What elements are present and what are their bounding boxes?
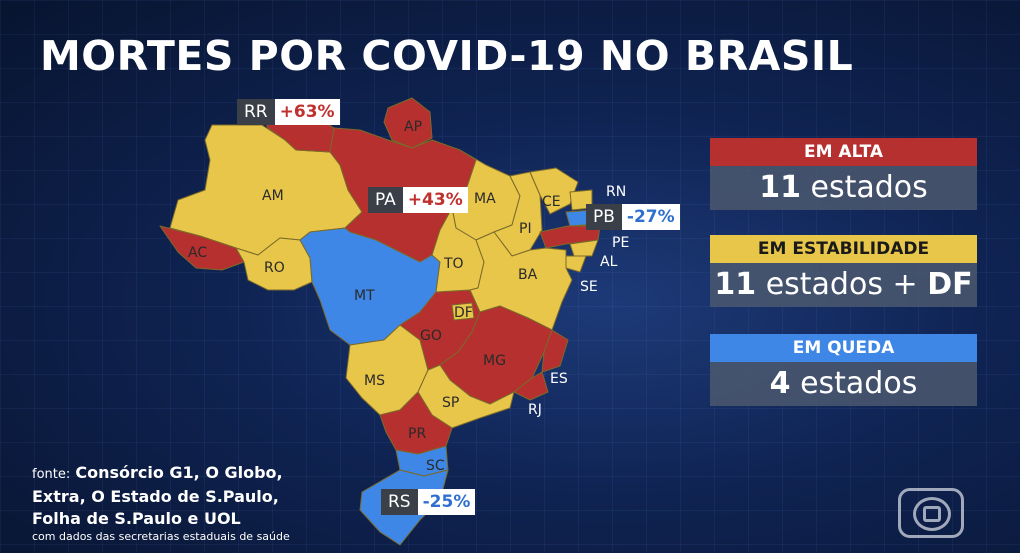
label-to: TO bbox=[443, 256, 464, 272]
legend-alta: EM ALTA 11 estados bbox=[710, 138, 977, 210]
callout-pa: PA +43% bbox=[368, 187, 468, 213]
label-am: AM bbox=[262, 188, 284, 204]
state-se bbox=[565, 255, 587, 273]
label-mt: MT bbox=[354, 288, 375, 304]
callout-pa-code: PA bbox=[368, 187, 403, 213]
legend-queda-body: 4 estados bbox=[710, 362, 977, 406]
label-rn: RN bbox=[606, 184, 626, 200]
state-ap bbox=[383, 97, 433, 149]
label-ce: CE bbox=[542, 194, 561, 210]
state-pr bbox=[379, 391, 453, 455]
label-se: SE bbox=[580, 279, 598, 295]
legend-estab-label: EM ESTABILIDADE bbox=[710, 235, 977, 263]
legend-queda-count: 4 bbox=[769, 366, 791, 401]
page-title: MORTES POR COVID-19 NO BRASIL bbox=[40, 32, 854, 80]
label-al: AL bbox=[600, 254, 618, 270]
legend-alta-count: 11 bbox=[759, 170, 801, 205]
legend-estab-unit: estados + bbox=[765, 267, 918, 302]
source-line2: Extra, O Estado de S.Paulo, bbox=[32, 487, 279, 506]
label-pi: PI bbox=[519, 221, 532, 237]
legend-estabilidade: EM ESTABILIDADE 11 estados + DF bbox=[710, 235, 977, 307]
label-ro: RO bbox=[264, 260, 285, 276]
label-es: ES bbox=[550, 371, 568, 387]
legend-alta-unit: estados bbox=[810, 170, 928, 205]
callout-rr-pct: +63% bbox=[274, 99, 340, 125]
label-sc: SC bbox=[426, 458, 445, 474]
label-ma: MA bbox=[474, 191, 496, 207]
callout-rr: RR +63% bbox=[237, 99, 340, 125]
state-ce bbox=[529, 167, 579, 215]
label-ms: MS bbox=[364, 373, 385, 389]
broadcaster-logo-icon bbox=[898, 488, 964, 538]
state-al bbox=[569, 239, 599, 257]
state-df bbox=[451, 302, 475, 321]
state-rj bbox=[513, 371, 549, 401]
label-mg: MG bbox=[483, 353, 506, 369]
state-ac bbox=[159, 225, 245, 271]
legend-alta-body: 11 estados bbox=[710, 166, 977, 210]
legend-queda: EM QUEDA 4 estados bbox=[710, 334, 977, 406]
legend-alta-label: EM ALTA bbox=[710, 138, 977, 166]
callout-rs-code: RS bbox=[381, 489, 418, 515]
source-credit: fonte: Consórcio G1, O Globo, Extra, O E… bbox=[32, 462, 290, 544]
label-sp: SP bbox=[442, 395, 459, 411]
state-es bbox=[541, 329, 569, 373]
legend-queda-label: EM QUEDA bbox=[710, 334, 977, 362]
legend-estab-body: 11 estados + DF bbox=[710, 263, 977, 307]
label-pr: PR bbox=[408, 426, 426, 442]
label-rj: RJ bbox=[528, 402, 542, 418]
source-lead: fonte: bbox=[32, 467, 71, 482]
legend-estab-extra: DF bbox=[927, 267, 973, 302]
callout-pb: PB -27% bbox=[586, 204, 680, 230]
callout-rr-code: RR bbox=[237, 99, 275, 125]
source-line1: Consórcio G1, O Globo, bbox=[75, 463, 283, 482]
label-ba: BA bbox=[518, 267, 538, 283]
label-df: DF bbox=[454, 305, 473, 321]
callout-rs: RS -25% bbox=[381, 489, 476, 515]
label-ap: AP bbox=[404, 119, 422, 135]
callout-pb-pct: -27% bbox=[621, 204, 680, 230]
label-ac: AC bbox=[188, 245, 207, 261]
label-pe: PE bbox=[612, 235, 629, 251]
legend-queda-unit: estados bbox=[800, 366, 918, 401]
source-line3: Folha de S.Paulo e UOL bbox=[32, 509, 241, 528]
label-go: GO bbox=[420, 328, 442, 344]
callout-rs-pct: -25% bbox=[417, 489, 476, 515]
callout-pa-pct: +43% bbox=[402, 187, 468, 213]
source-note: com dados das secretarias estaduais de s… bbox=[32, 530, 290, 543]
callout-pb-code: PB bbox=[586, 204, 622, 230]
legend-estab-count: 11 bbox=[714, 267, 757, 302]
state-ba bbox=[469, 231, 573, 331]
